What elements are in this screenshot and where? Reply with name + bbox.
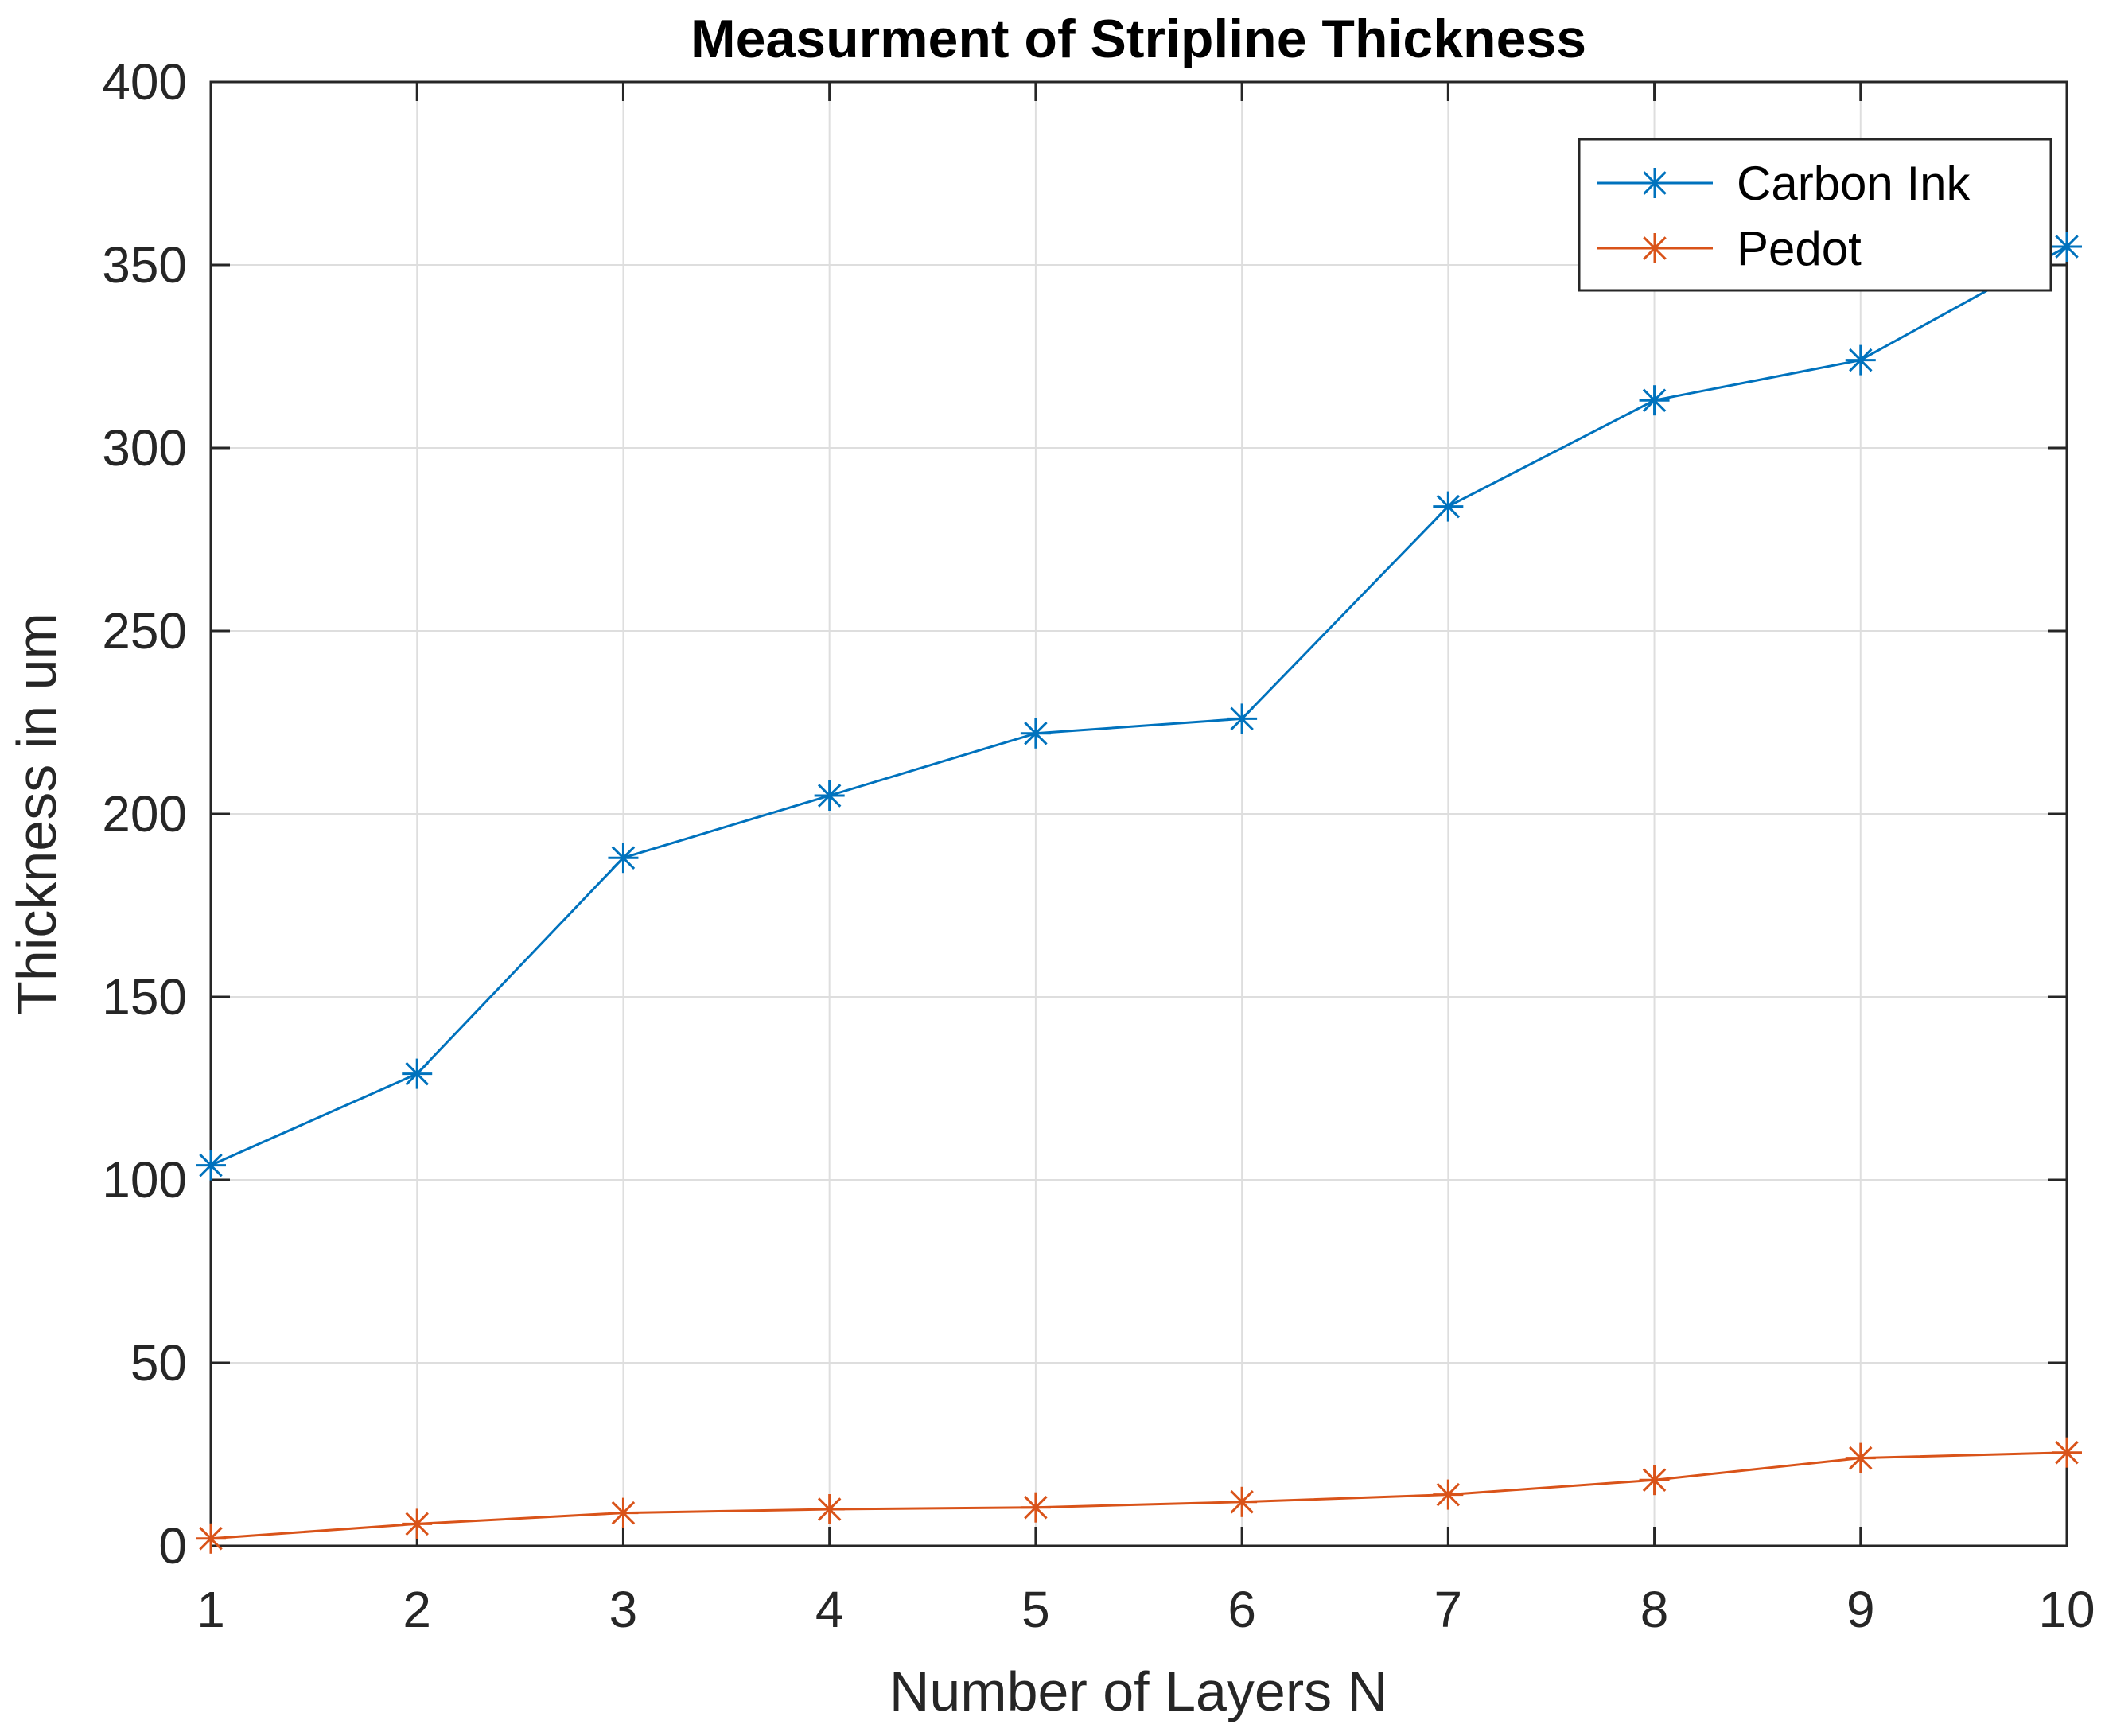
legend-marker-carbon-ink	[1640, 168, 1670, 198]
data-point-carbon-ink	[1227, 703, 1258, 734]
x-tick-label: 7	[1434, 1581, 1463, 1638]
data-point-pedot	[2052, 1437, 2082, 1468]
series-line-pedot	[210, 1451, 2068, 1540]
legend-box	[1578, 138, 2052, 292]
data-point-carbon-ink	[2052, 232, 2082, 262]
y-axis-label: Thickness in um	[6, 613, 68, 1015]
data-point-carbon-ink	[608, 843, 639, 874]
data-point-pedot	[814, 1494, 845, 1524]
data-point-carbon-ink	[1639, 385, 1670, 416]
y-tick-label: 250	[102, 602, 187, 660]
data-point-carbon-ink	[402, 1058, 433, 1089]
chart-title: Measurment of Stripline Thickness	[691, 9, 1586, 69]
x-tick-label: 5	[1021, 1581, 1050, 1638]
x-tick-label: 10	[2038, 1581, 2095, 1638]
data-point-pedot	[1845, 1442, 1876, 1473]
x-tick-label: 8	[1640, 1581, 1669, 1638]
legend-marker-pedot	[1640, 233, 1670, 263]
data-point-carbon-ink	[1020, 718, 1051, 749]
x-tick-label: 4	[815, 1581, 844, 1638]
data-point-carbon-ink	[196, 1150, 226, 1181]
x-tick-label: 1	[196, 1581, 225, 1638]
legend: Carbon Ink Pedot	[1578, 138, 2052, 292]
y-tick-label: 150	[102, 968, 187, 1026]
series-line-carbon-ink	[210, 245, 2068, 1166]
data-point-carbon-ink	[814, 780, 845, 811]
data-point-pedot	[196, 1523, 226, 1554]
data-point-pedot	[1433, 1479, 1464, 1510]
data-point-pedot	[608, 1497, 639, 1528]
y-tick-label: 50	[130, 1334, 187, 1392]
data-point-carbon-ink	[1433, 491, 1464, 522]
x-tick-label: 3	[609, 1581, 638, 1638]
y-tick-label: 400	[102, 53, 187, 111]
x-tick-label: 6	[1228, 1581, 1256, 1638]
data-point-carbon-ink	[1845, 344, 1876, 376]
y-tick-label: 300	[102, 419, 187, 477]
data-point-pedot	[1020, 1492, 1051, 1523]
y-tick-label: 0	[158, 1517, 187, 1574]
legend-label-carbon-ink: Carbon Ink	[1737, 157, 1971, 210]
y-tick-label: 100	[102, 1151, 187, 1209]
y-tick-label: 200	[102, 785, 187, 843]
legend-label-pedot: Pedot	[1737, 222, 1862, 275]
series-group	[196, 232, 2082, 1554]
x-axis-label: Number of Layers N	[889, 1660, 1387, 1722]
x-tick-label: 9	[1846, 1581, 1875, 1638]
y-tick-label: 350	[102, 236, 187, 294]
x-tick-label: 2	[403, 1581, 431, 1638]
data-point-pedot	[402, 1508, 433, 1539]
data-point-pedot	[1227, 1486, 1258, 1517]
data-point-pedot	[1639, 1465, 1670, 1496]
